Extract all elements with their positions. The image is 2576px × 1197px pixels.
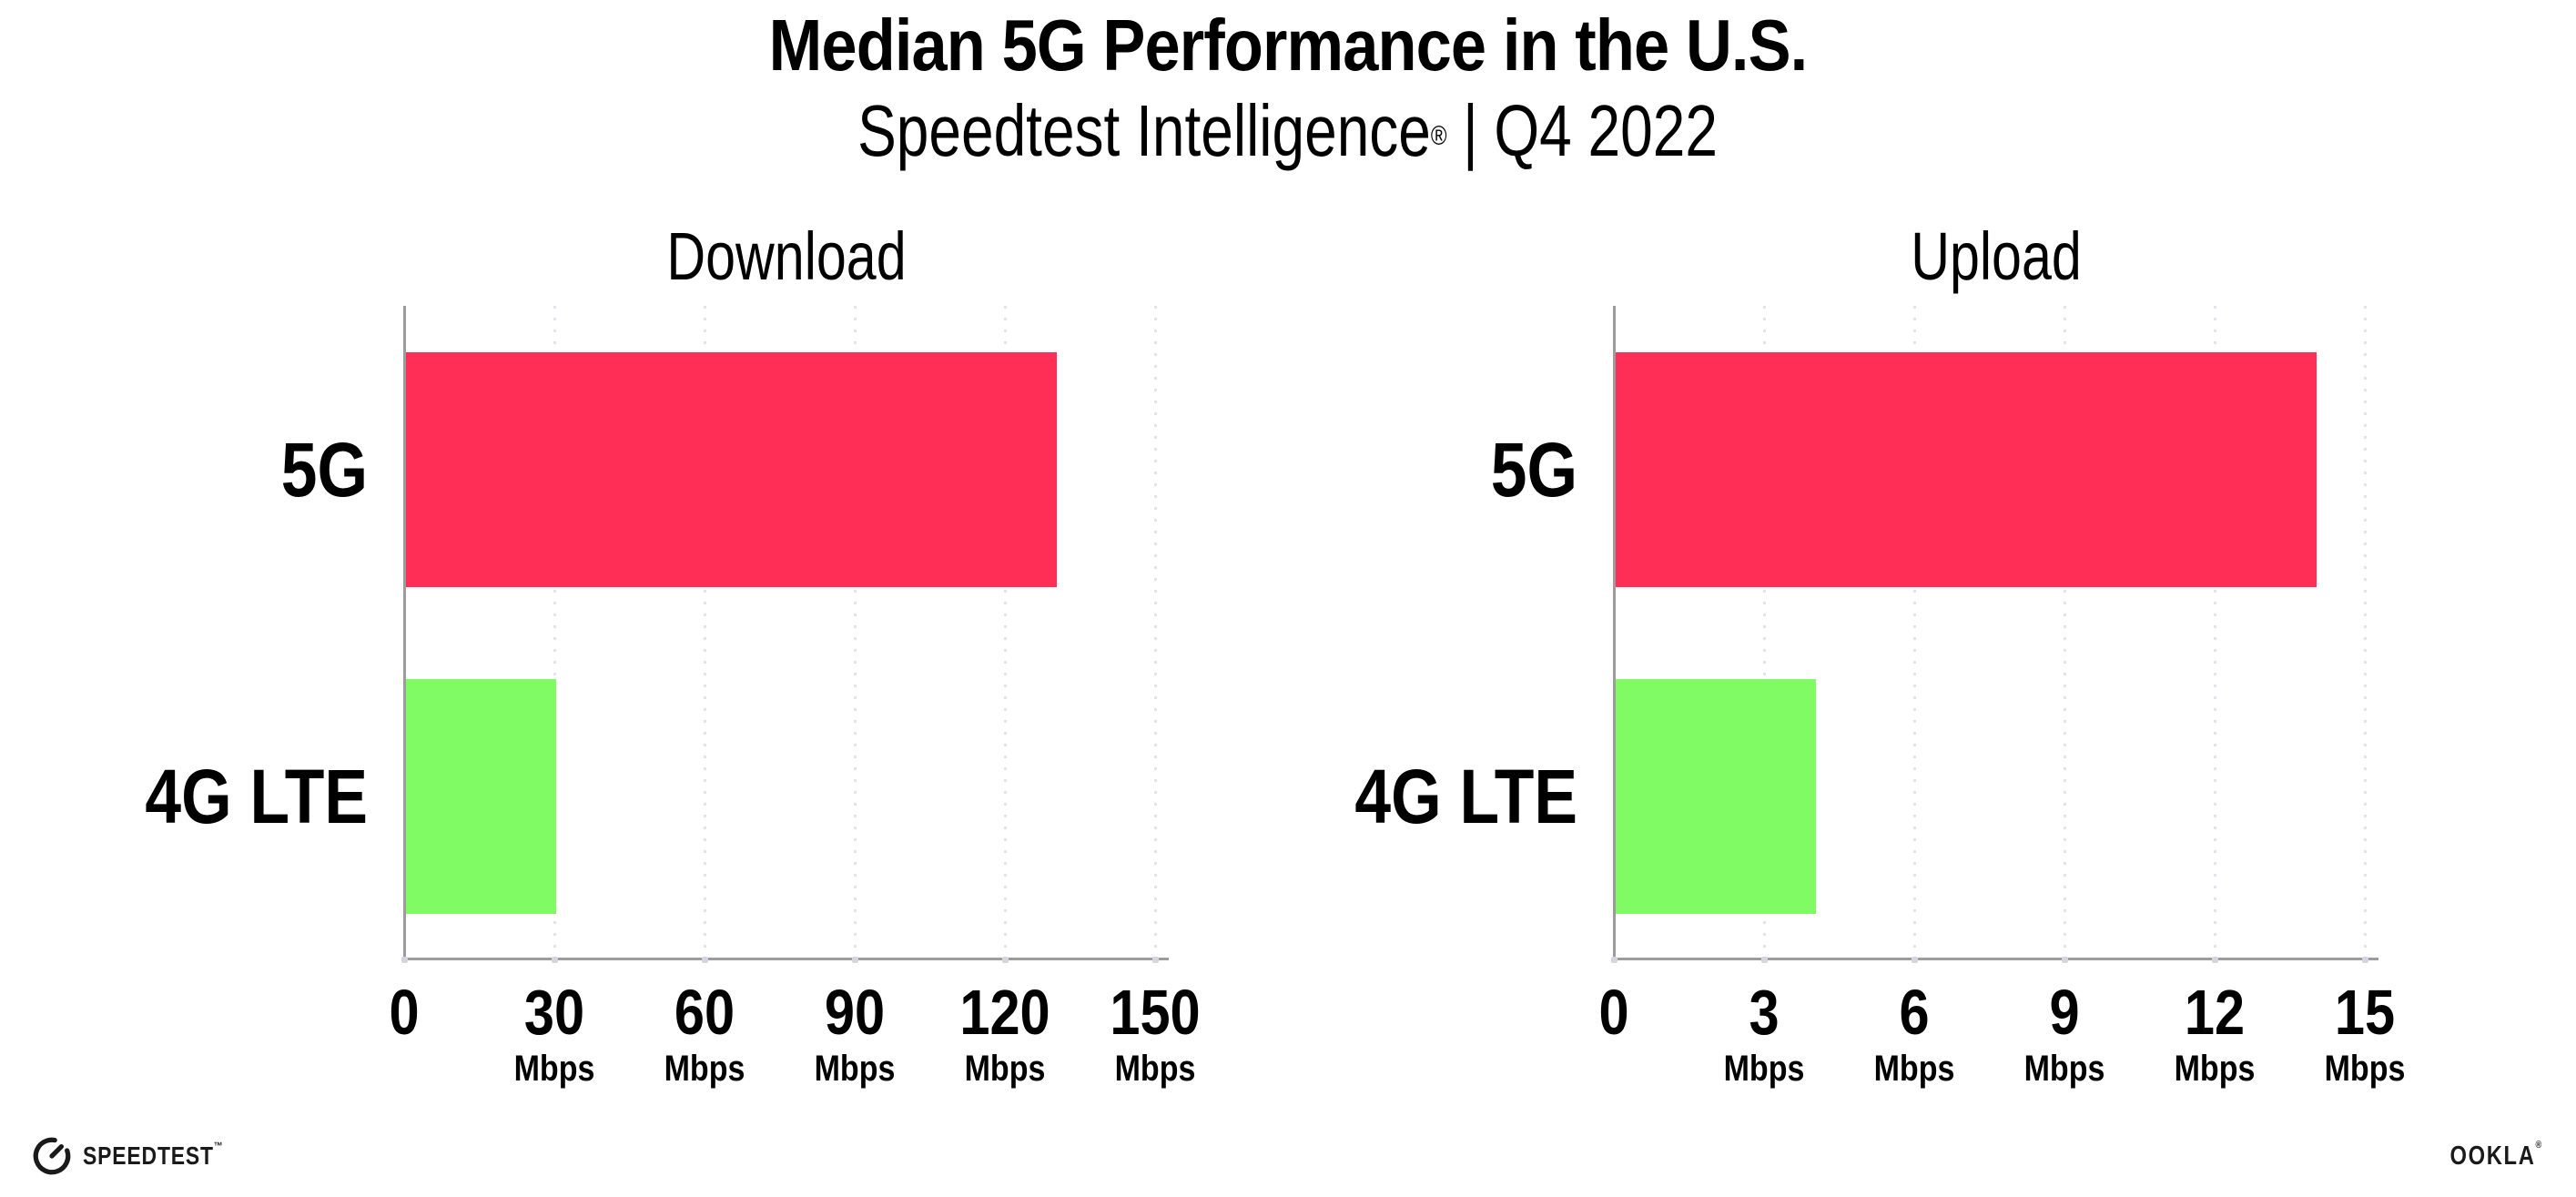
bar-4g-lte-upload [1616,679,1816,914]
tick-unit: Mbps [1114,1049,1196,1089]
tick-value: 30 [523,977,585,1048]
axis-tick-dot [1761,957,1768,963]
x-tick-30-download: 30 Mbps [470,977,640,1089]
tick-value: 15 [2334,977,2396,1048]
page-title: Median 5G Performance in the U.S. [768,5,1809,86]
category-label-5g: 5G [280,427,368,512]
tick-unit: Mbps [814,1049,896,1089]
gridline-3-mbps [1763,306,1766,959]
axis-tick-dot [2062,957,2068,963]
tick-unit: Mbps [2324,1049,2406,1089]
chart-title-upload: Upload [1910,218,2082,294]
registered-trademark-icon: ® [1431,121,1448,151]
gridline-120-mbps [1004,306,1007,959]
axis-tick-dot [1002,957,1009,963]
gridline-15-mbps [2364,306,2367,959]
x-tick-9-upload: 9 Mbps [1980,977,2150,1089]
x-tick-60-download: 60 Mbps [620,977,790,1089]
tick-unit: Mbps [664,1049,745,1089]
category-label-4g-lte: 4G LTE [145,754,368,839]
gridline-60-mbps [704,306,706,959]
category-label-5g: 5G [1490,427,1577,512]
registered-trademark-icon: ® [2535,1140,2543,1151]
tick-unit: Mbps [1873,1049,1955,1089]
x-tick-3-upload: 3 Mbps [1679,977,1850,1089]
speedtest-gauge-icon [33,1137,71,1175]
subtitle-period: Q4 2022 [1494,90,1719,171]
gridline-150-mbps [1154,306,1157,959]
ookla-wordmark: OOKLA [2449,1141,2536,1171]
chart-title-download: Download [665,218,907,294]
tick-unit: Mbps [964,1049,1046,1089]
tick-value: 12 [2184,977,2246,1048]
tick-value: 9 [2049,977,2080,1048]
tick-unit: Mbps [513,1049,595,1089]
tick-unit: Mbps [1723,1049,1805,1089]
axis-tick-dot [852,957,858,963]
axis-tick-dot [1912,957,1918,963]
x-tick-90-download: 90 Mbps [770,977,940,1089]
gridline-30-mbps [553,306,556,959]
gridline-9-mbps [2064,306,2066,959]
ookla-logo: OOKLA® [2449,1140,2543,1172]
tick-unit: Mbps [2023,1049,2105,1089]
tick-value: 90 [824,977,886,1048]
x-axis-line-download [403,958,1169,960]
trademark-icon: ™ [213,1140,224,1152]
bar-5g-upload [1616,352,2317,587]
axis-tick-dot [1611,957,1618,963]
x-tick-12-upload: 12 Mbps [2130,977,2300,1089]
page-subtitle: Speedtest Intelligence® | Q4 2022 [0,89,2576,173]
x-tick-150-download: 150 Mbps [1070,977,1241,1089]
tick-value: 6 [1899,977,1930,1048]
tick-value: 120 [959,977,1050,1048]
tick-value: 150 [1110,977,1201,1048]
tick-value: 0 [389,977,420,1048]
tick-value: 0 [1598,977,1629,1048]
x-tick-15-upload: 15 Mbps [2280,977,2450,1089]
subtitle-separator: | [1463,90,1479,171]
gridline-12-mbps [2214,306,2216,959]
axis-tick-dot [552,957,558,963]
bar-5g-download [406,352,1057,587]
y-axis-line-upload [1613,306,1616,959]
x-tick-0-download: 0 [319,977,490,1048]
speedtest-logo: SPEEDTEST™ [30,1134,254,1178]
y-axis-line-download [403,306,406,959]
axis-tick-dot [1152,957,1159,963]
x-tick-6-upload: 6 Mbps [1830,977,2000,1089]
axis-tick-dot [702,957,708,963]
bar-4g-lte-download [406,679,556,914]
x-tick-0-upload: 0 [1529,977,1699,1048]
axis-tick-dot [2212,957,2218,963]
x-tick-120-download: 120 Mbps [920,977,1090,1089]
tick-value: 60 [674,977,735,1048]
gridline-90-mbps [854,306,857,959]
category-label-4g-lte: 4G LTE [1354,754,1577,839]
tick-value: 3 [1749,977,1780,1048]
subtitle-brand: Speedtest Intelligence [857,90,1432,171]
axis-tick-dot [401,957,408,963]
tick-unit: Mbps [2174,1049,2256,1089]
axis-tick-dot [2362,957,2368,963]
gridline-6-mbps [1913,306,1916,959]
x-axis-line-upload [1613,958,2378,960]
speedtest-wordmark: SPEEDTEST™ [83,1140,224,1170]
